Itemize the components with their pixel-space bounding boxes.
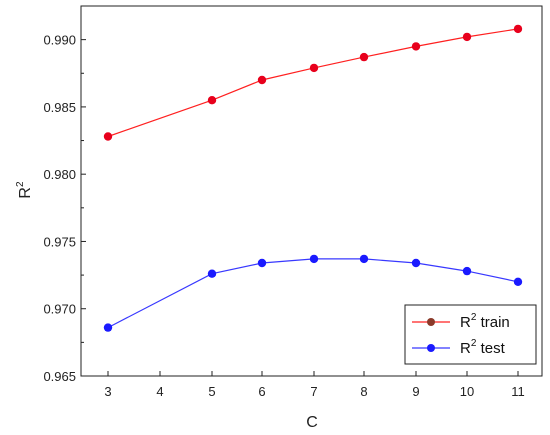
series-point-test-3 [309,254,319,264]
y-tick-label-1: 0.970 [43,302,76,317]
x-axis-label: C [306,414,318,431]
x-tick-label-3: 6 [258,384,265,399]
series-point-test-2 [257,258,267,268]
plot-frame [80,5,543,377]
y-tick-label-2: 0.975 [43,234,76,249]
x-tick-label-5: 8 [360,384,367,399]
series-point-train-5 [411,42,421,51]
x-axis-ticks: 3 4 5 6 7 8 9 10 11 [104,371,525,399]
y-tick-label-5: 0.990 [43,33,76,48]
legend-label-test: R2 test [460,338,506,357]
series-point-test-6 [462,266,472,276]
x-tick-label-4: 7 [310,384,317,399]
series-point-train-1 [207,96,217,105]
series-point-train-0 [103,132,113,141]
x-tick-label-8: 11 [511,384,525,399]
series-point-test-7 [513,277,523,286]
y-tick-label-3: 0.980 [43,167,76,182]
series-point-train-7 [513,24,523,34]
x-tick-label-2: 5 [208,384,215,399]
series-point-test-4 [359,254,369,264]
series-point-test-0 [103,323,113,332]
legend: R2 train R2 test [404,304,537,365]
x-tick-label-7: 10 [460,384,474,399]
series-line-test [107,258,519,329]
series-line-train [107,28,519,138]
series-layer [103,24,523,332]
legend-box [404,304,537,365]
x-tick-label-6: 9 [412,384,419,399]
y-axis-label: R2 [15,181,34,199]
x-tick-label-1: 4 [156,384,163,399]
series-point-train-4 [359,52,369,62]
series-point-test-1 [207,269,217,278]
y-axis-label-sup: 2 [15,181,26,187]
series-point-train-3 [309,63,319,73]
y-axis-ticks: 0.965 0.970 0.975 0.980 0.985 0.990 [43,33,86,384]
y-axis-label-base: R [17,187,34,199]
series-point-test-5 [411,258,421,268]
y-tick-label-4: 0.985 [43,100,76,115]
y-tick-label-0: 0.965 [43,369,76,384]
series-point-train-2 [257,75,267,85]
legend-label-train: R2 train [460,312,510,331]
x-tick-label-0: 3 [104,384,111,399]
series-point-train-6 [462,32,472,42]
legend-marker-test [427,344,435,352]
legend-marker-train [427,318,435,326]
